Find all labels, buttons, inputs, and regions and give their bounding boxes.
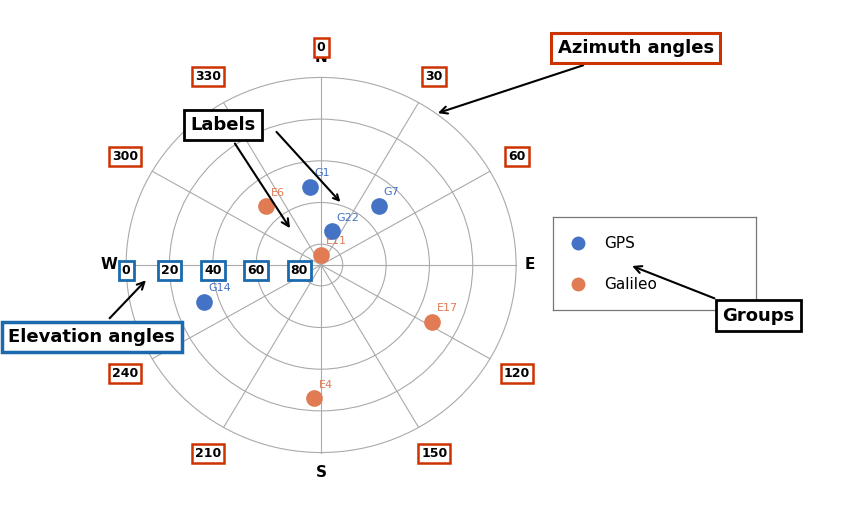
Text: 0: 0 [316,41,325,54]
Text: E17: E17 [436,303,457,313]
Text: 240: 240 [112,367,138,380]
Text: N: N [314,50,327,65]
Text: E: E [524,258,535,272]
Text: Elevation angles: Elevation angles [8,282,175,346]
Text: 30: 30 [425,70,442,83]
Text: G22: G22 [337,213,360,223]
Text: 60: 60 [508,150,525,163]
Text: 60: 60 [247,264,264,277]
Text: 300: 300 [112,150,138,163]
Text: Labels: Labels [190,116,289,226]
Text: Galileo: Galileo [603,277,657,292]
Text: 120: 120 [503,367,529,380]
Text: S: S [315,465,327,480]
Text: 20: 20 [160,264,178,277]
Text: E6: E6 [271,188,284,198]
Text: GPS: GPS [603,236,635,251]
Text: E4: E4 [318,379,333,390]
Text: 0: 0 [122,264,130,277]
Text: G7: G7 [383,187,399,197]
Text: Azimuth angles: Azimuth angles [440,39,713,113]
Text: Groups: Groups [634,266,794,325]
Text: E11: E11 [325,236,346,246]
Text: G1: G1 [314,168,330,178]
Text: W: W [100,258,117,272]
Text: G14: G14 [208,283,231,293]
Text: 330: 330 [195,70,221,83]
Text: 210: 210 [195,447,221,460]
Text: 40: 40 [203,264,221,277]
Text: 80: 80 [290,264,308,277]
Text: 150: 150 [420,447,446,460]
